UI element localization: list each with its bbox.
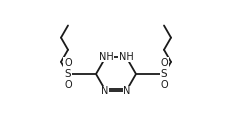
- Text: O: O: [159, 80, 167, 90]
- Text: NH: NH: [98, 52, 113, 62]
- Text: N: N: [101, 86, 108, 96]
- Text: S: S: [64, 69, 71, 79]
- Text: S: S: [160, 69, 167, 79]
- Text: O: O: [159, 58, 167, 68]
- Text: NH: NH: [118, 52, 133, 62]
- Text: N: N: [123, 86, 130, 96]
- Text: O: O: [64, 80, 72, 90]
- Text: O: O: [64, 58, 72, 68]
